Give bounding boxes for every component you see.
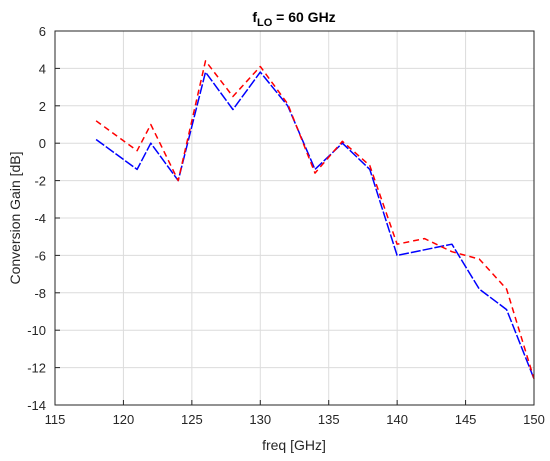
chart-title: fLO = 60 GHz — [252, 9, 335, 29]
y-tick-label: -14 — [27, 398, 46, 413]
x-tick-label: 150 — [523, 412, 545, 427]
x-tick-label: 125 — [181, 412, 203, 427]
title-main: f — [252, 9, 257, 25]
x-tick-label: 130 — [249, 412, 271, 427]
x-tick-labels: 115 120 125 130 135 140 145 150 — [45, 412, 545, 427]
y-tick-label: 4 — [39, 61, 46, 76]
y-tick-label: -6 — [34, 248, 46, 263]
title-rest: = 60 GHz — [272, 9, 335, 25]
y-tick-label: -2 — [34, 174, 46, 189]
y-tick-label: -10 — [27, 323, 46, 338]
x-tick-label: 120 — [113, 412, 135, 427]
x-axis-label: freq [GHz] — [262, 437, 326, 453]
y-tick-label: 6 — [39, 24, 46, 39]
y-tick-label: 0 — [39, 136, 46, 151]
y-axis-label: Conversion Gain [dB] — [7, 151, 23, 284]
x-tick-label: 115 — [45, 412, 66, 427]
series-line-2 — [95, 60, 535, 380]
plot-frame — [54, 30, 535, 406]
title-subscript: LO — [257, 17, 273, 29]
x-tick-label: 145 — [455, 412, 477, 427]
x-tick-label: 140 — [386, 412, 408, 427]
series-layer — [95, 60, 535, 380]
y-tick-label: -4 — [34, 211, 46, 226]
x-tick-label: 135 — [318, 412, 340, 427]
y-tick-label: -8 — [34, 286, 46, 301]
y-tick-label: 2 — [39, 99, 46, 114]
y-tick-label: -12 — [27, 361, 46, 376]
y-tick-labels: -14 -12 -10 -8 -6 -4 -2 0 2 4 6 — [27, 24, 46, 413]
